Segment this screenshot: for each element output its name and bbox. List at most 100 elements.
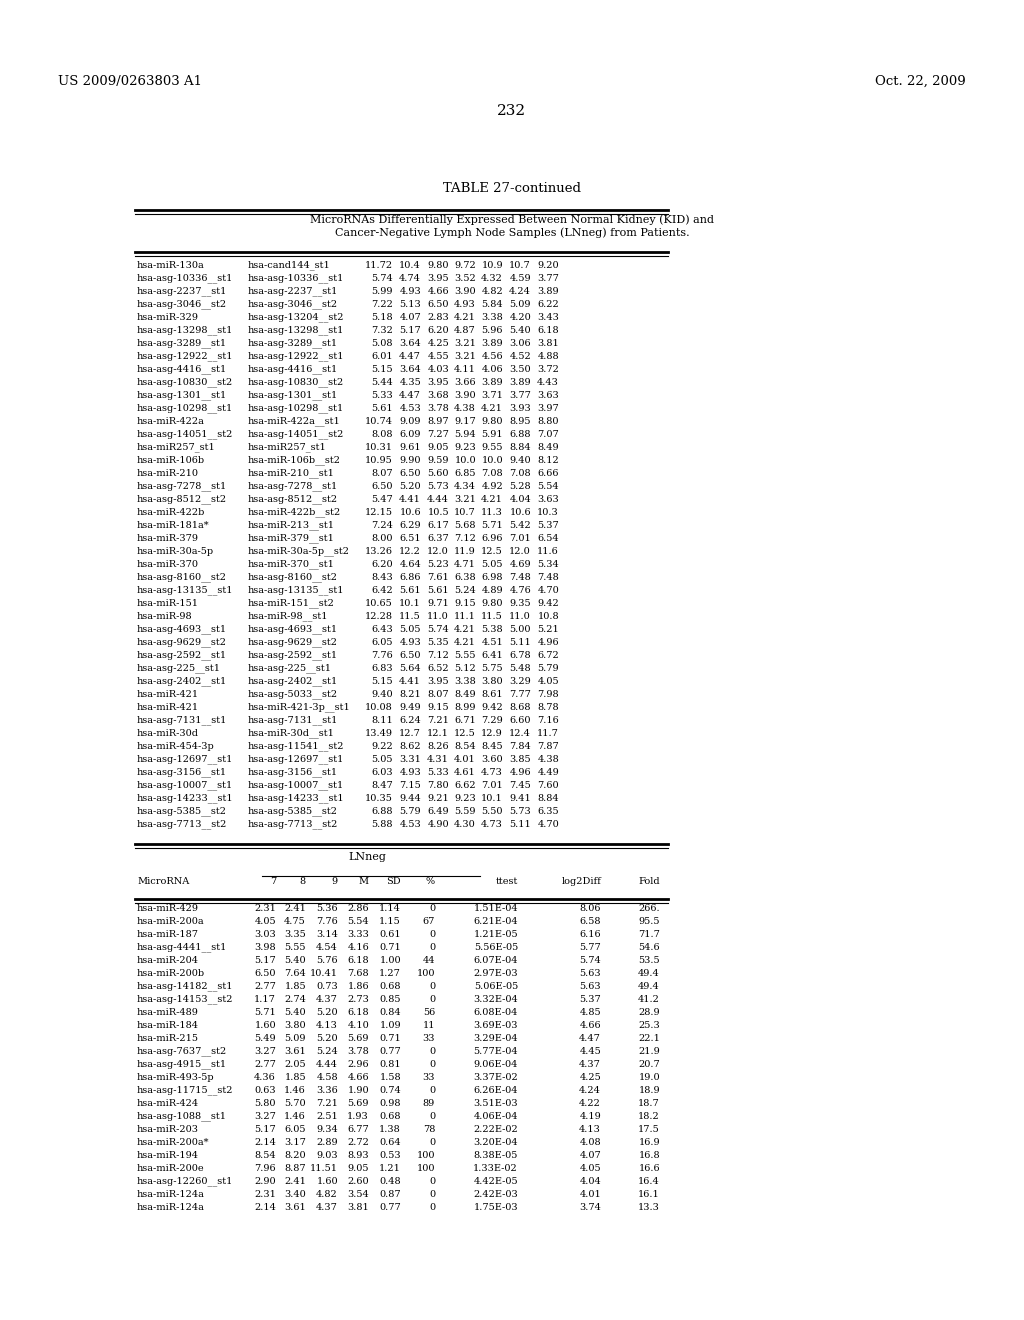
Text: hsa-miR-130a: hsa-miR-130a [137, 261, 205, 271]
Text: 8.68: 8.68 [510, 704, 531, 711]
Text: 10.7: 10.7 [455, 508, 476, 517]
Text: 3.89: 3.89 [481, 378, 503, 387]
Text: 6.05: 6.05 [285, 1125, 306, 1134]
Text: 7: 7 [269, 876, 276, 886]
Text: hsa-miR-489: hsa-miR-489 [137, 1008, 199, 1016]
Text: 8.97: 8.97 [427, 417, 449, 426]
Text: 5.61: 5.61 [427, 586, 449, 595]
Text: hsa-miR-422a: hsa-miR-422a [137, 417, 205, 426]
Text: 8.07: 8.07 [427, 690, 449, 700]
Text: 4.47: 4.47 [580, 1034, 601, 1043]
Text: hsa-miR-421: hsa-miR-421 [137, 704, 199, 711]
Text: 100: 100 [417, 1164, 435, 1173]
Text: 4.38: 4.38 [538, 755, 559, 764]
Text: 6.50: 6.50 [427, 300, 449, 309]
Text: 33: 33 [423, 1034, 435, 1043]
Text: 25.3: 25.3 [638, 1020, 660, 1030]
Text: hsa-miR-370: hsa-miR-370 [137, 560, 199, 569]
Text: 21.9: 21.9 [638, 1047, 660, 1056]
Text: 5.40: 5.40 [509, 326, 531, 335]
Text: 5.15: 5.15 [372, 677, 393, 686]
Text: 7.48: 7.48 [509, 573, 531, 582]
Text: 4.01: 4.01 [580, 1191, 601, 1199]
Text: 3.89: 3.89 [538, 286, 559, 296]
Text: 4.96: 4.96 [509, 768, 531, 777]
Text: hsa-miR-210: hsa-miR-210 [137, 469, 199, 478]
Text: 8.54: 8.54 [455, 742, 476, 751]
Text: 3.81: 3.81 [347, 1203, 369, 1212]
Text: hsa-asg-3156__st1: hsa-asg-3156__st1 [137, 767, 227, 777]
Text: 3.38: 3.38 [455, 677, 476, 686]
Text: 2.97E-03: 2.97E-03 [473, 969, 518, 978]
Text: 5.20: 5.20 [399, 482, 421, 491]
Text: 5.99: 5.99 [372, 286, 393, 296]
Text: 3.21: 3.21 [454, 495, 476, 504]
Text: 7.76: 7.76 [372, 651, 393, 660]
Text: 4.38: 4.38 [455, 404, 476, 413]
Text: 4.69: 4.69 [509, 560, 531, 569]
Text: 8.80: 8.80 [538, 417, 559, 426]
Text: 5.33: 5.33 [427, 768, 449, 777]
Text: 5.96: 5.96 [481, 326, 503, 335]
Text: 5.49: 5.49 [254, 1034, 276, 1043]
Text: 18.9: 18.9 [638, 1086, 660, 1096]
Text: 3.61: 3.61 [285, 1203, 306, 1212]
Text: 2.41: 2.41 [284, 904, 306, 913]
Text: hsa-miR-106b: hsa-miR-106b [137, 455, 205, 465]
Text: hsa-miR-181a*: hsa-miR-181a* [137, 521, 210, 531]
Text: 0.68: 0.68 [380, 982, 401, 991]
Text: hsa-asg-2592__st1: hsa-asg-2592__st1 [137, 651, 227, 660]
Text: 95.5: 95.5 [639, 917, 660, 927]
Text: 3.89: 3.89 [509, 378, 531, 387]
Text: 4.85: 4.85 [580, 1008, 601, 1016]
Text: 1.15: 1.15 [379, 917, 401, 927]
Text: hsa-miR257_st1: hsa-miR257_st1 [248, 442, 327, 451]
Text: 2.74: 2.74 [284, 995, 306, 1005]
Text: 7.01: 7.01 [481, 781, 503, 789]
Text: hsa-asg-7637__st2: hsa-asg-7637__st2 [137, 1047, 227, 1056]
Text: 5.71: 5.71 [254, 1008, 276, 1016]
Text: 4.93: 4.93 [399, 768, 421, 777]
Text: 8.45: 8.45 [481, 742, 503, 751]
Text: 5.60: 5.60 [427, 469, 449, 478]
Text: 4.58: 4.58 [316, 1073, 338, 1082]
Text: 0.81: 0.81 [379, 1060, 401, 1069]
Text: 5.73: 5.73 [509, 807, 531, 816]
Text: 11.6: 11.6 [538, 546, 559, 556]
Text: 8.93: 8.93 [347, 1151, 369, 1160]
Text: hsa-asg-4915__st1: hsa-asg-4915__st1 [137, 1060, 227, 1069]
Text: 5.05: 5.05 [399, 624, 421, 634]
Text: 5.74: 5.74 [427, 624, 449, 634]
Text: 2.60: 2.60 [347, 1177, 369, 1185]
Text: 5.69: 5.69 [347, 1034, 369, 1043]
Text: 3.60: 3.60 [481, 755, 503, 764]
Text: hsa-miR-454-3p: hsa-miR-454-3p [137, 742, 215, 751]
Text: 3.38: 3.38 [481, 313, 503, 322]
Text: 4.13: 4.13 [316, 1020, 338, 1030]
Text: 3.06: 3.06 [509, 339, 531, 348]
Text: hsa-miR-98: hsa-miR-98 [137, 612, 193, 620]
Text: 6.72: 6.72 [538, 651, 559, 660]
Text: 54.6: 54.6 [638, 942, 660, 952]
Text: hsa-miR-370__st1: hsa-miR-370__st1 [248, 560, 335, 569]
Text: 6.20: 6.20 [427, 326, 449, 335]
Text: 9.90: 9.90 [399, 455, 421, 465]
Text: 0.98: 0.98 [380, 1100, 401, 1107]
Text: 10.41: 10.41 [310, 969, 338, 978]
Text: 7.76: 7.76 [316, 917, 338, 927]
Text: 8: 8 [300, 876, 306, 886]
Text: hsa-miR-187: hsa-miR-187 [137, 931, 199, 939]
Text: 10.95: 10.95 [366, 455, 393, 465]
Text: 6.52: 6.52 [427, 664, 449, 673]
Text: 100: 100 [417, 1151, 435, 1160]
Text: hsa-miR-124a: hsa-miR-124a [137, 1191, 205, 1199]
Text: 5.05: 5.05 [372, 755, 393, 764]
Text: 7.07: 7.07 [538, 430, 559, 440]
Text: 7.12: 7.12 [454, 535, 476, 543]
Text: 1.14: 1.14 [379, 904, 401, 913]
Text: 5.73: 5.73 [427, 482, 449, 491]
Text: 8.61: 8.61 [481, 690, 503, 700]
Text: 49.4: 49.4 [638, 982, 660, 991]
Text: 4.47: 4.47 [399, 391, 421, 400]
Text: 22.1: 22.1 [638, 1034, 660, 1043]
